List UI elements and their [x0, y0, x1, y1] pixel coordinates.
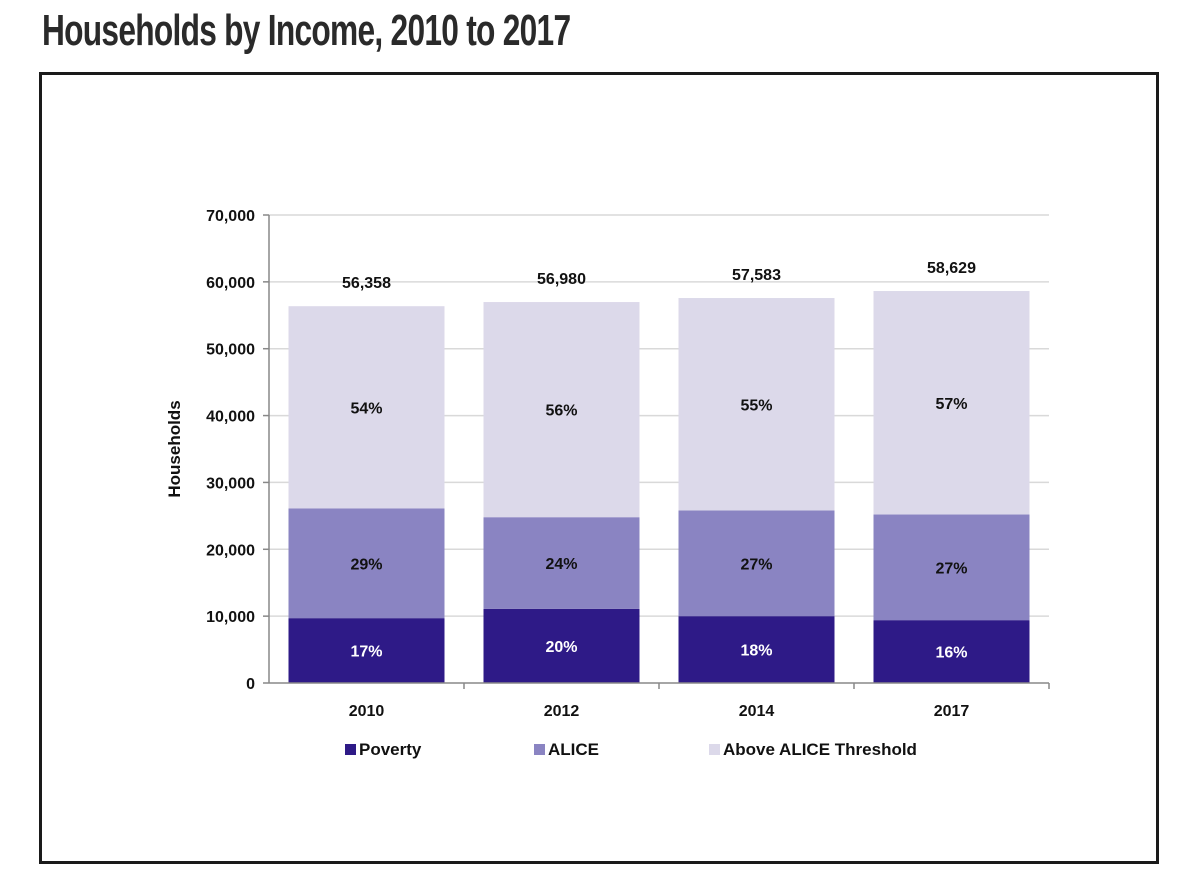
bar-percent-label: 16% [935, 645, 967, 662]
x-category-label: 2017 [934, 703, 970, 720]
bar-total-label: 56,980 [537, 271, 586, 288]
bar-poverty-2014 [678, 616, 835, 683]
bar-percent-label: 27% [935, 560, 967, 577]
bar-percent-label: 24% [545, 556, 577, 573]
bar-poverty-2012 [483, 608, 640, 683]
y-tick-label: 0 [246, 676, 255, 693]
y-tick-label: 20,000 [206, 542, 255, 559]
bar-total-label: 58,629 [927, 260, 976, 277]
page-title: Households by Income, 2010 to 2017 [42, 6, 571, 55]
bar-above-alice-threshold-2017 [873, 291, 1030, 515]
bar-percent-label: 29% [350, 556, 382, 573]
legend-label: Poverty [359, 740, 422, 759]
bar-percent-label: 54% [350, 400, 382, 417]
chart-frame: 17% 29% 54% 56,358 20% 24% 56% 56,980 18% 27% 55% 5… [39, 72, 1159, 864]
x-category-label: 2014 [739, 703, 775, 720]
bar-total-label: 56,358 [342, 275, 391, 292]
bar-percent-label: 17% [350, 644, 382, 661]
bar-percent-label: 20% [545, 639, 577, 656]
bar-total-label: 57,583 [732, 267, 781, 284]
bar-poverty-2010 [288, 618, 445, 683]
y-tick-label: 30,000 [206, 475, 255, 492]
bar-alice-2017 [873, 514, 1030, 621]
axes: 0 10,000 20,000 30,000 40,000 50,000 60,000 70,… [165, 208, 1050, 720]
bar-poverty-2017 [873, 620, 1030, 683]
bars [288, 291, 1030, 683]
y-axis-label: Households [165, 400, 184, 497]
bar-percent-label: 18% [740, 643, 772, 660]
legend-label: Above ALICE Threshold [723, 740, 917, 759]
bar-alice-2012 [483, 517, 640, 609]
bar-percent-label: 56% [545, 403, 577, 420]
edge-mark [0, 672, 3, 686]
x-category-label: 2012 [544, 703, 580, 720]
x-category-label: 2010 [349, 703, 385, 720]
legend: Poverty ALICE Above ALICE Threshold [345, 740, 917, 759]
y-tick-label: 70,000 [206, 208, 255, 225]
legend-swatch-poverty [345, 744, 356, 755]
data-labels: 17% 29% 54% 56,358 20% 24% 56% 56,980 18% 27% 55% 5… [342, 260, 976, 662]
y-tick-label: 40,000 [206, 409, 255, 426]
legend-swatch-alice [534, 744, 545, 755]
bar-alice-2014 [678, 510, 835, 617]
bar-alice-2010 [288, 508, 445, 619]
legend-label: ALICE [548, 740, 599, 759]
y-tick-label: 50,000 [206, 342, 255, 359]
bar-percent-label: 57% [935, 396, 967, 413]
legend-swatch-above-alice-threshold [709, 744, 720, 755]
bar-percent-label: 55% [740, 397, 772, 414]
bar-above-alice-threshold-2014 [678, 298, 835, 511]
y-tick-label: 10,000 [206, 609, 255, 626]
bar-above-alice-threshold-2010 [288, 306, 445, 509]
stacked-bar-chart: 17% 29% 54% 56,358 20% 24% 56% 56,980 18% 27% 55% 5… [165, 208, 1050, 759]
bar-percent-label: 27% [740, 556, 772, 573]
bar-above-alice-threshold-2012 [483, 302, 640, 518]
y-tick-label: 60,000 [206, 275, 255, 292]
